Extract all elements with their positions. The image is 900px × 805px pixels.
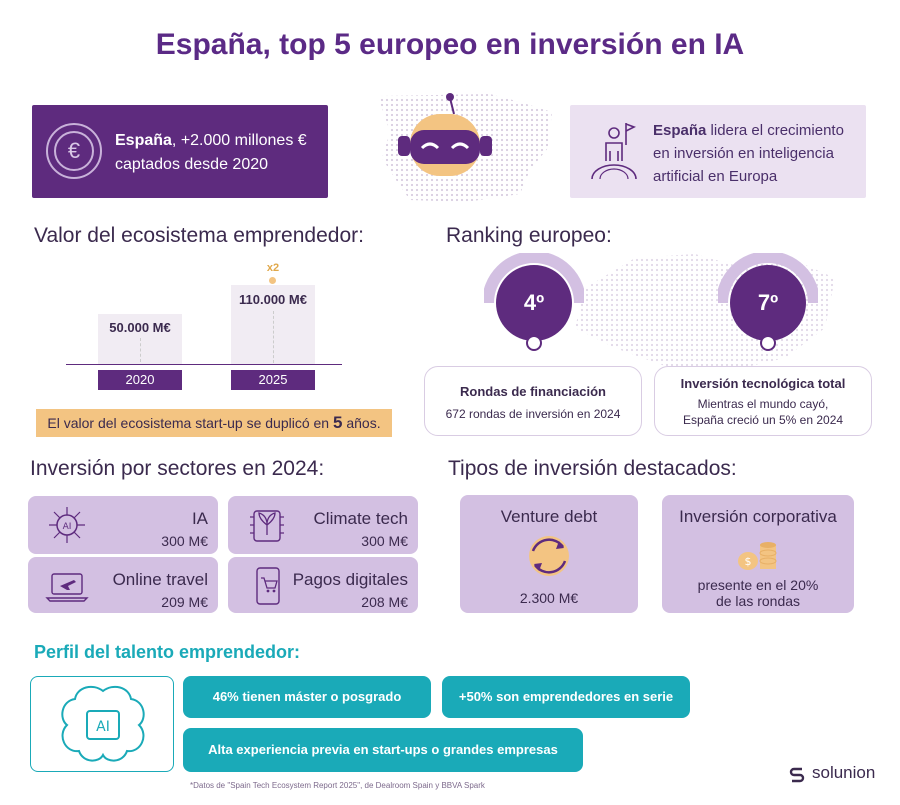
medal-badge-icon xyxy=(526,335,542,351)
investment-types-heading: Tipos de inversión destacados: xyxy=(448,457,737,480)
rank-card-title: Rondas de financiación xyxy=(460,384,606,399)
laptop-plane-icon xyxy=(45,573,89,602)
rank-4-ring xyxy=(484,253,584,304)
intro-leadership-text: España lidera el crecimiento en inversió… xyxy=(653,122,844,185)
rank-card-line: Mientras el mundo cayó, xyxy=(697,397,829,411)
sector-name: Online travel xyxy=(112,570,208,589)
rank-card-tech: Inversión tecnológica total Mientras el … xyxy=(654,366,872,436)
rank-card-line: España creció un 5% en 2024 xyxy=(682,413,844,427)
sector-name: IA xyxy=(191,509,208,528)
ai-chip-icon: AI xyxy=(49,507,85,543)
venture-debt-card: Venture debt 2.300 M€ xyxy=(460,495,638,613)
multiplier-label: x2 xyxy=(266,262,280,274)
sector-card-climate: Climate tech 300 M€ xyxy=(228,496,418,554)
footnote: *Datos de "Spain Tech Ecosystem Report 2… xyxy=(190,781,485,790)
card-title: Inversión corporativa xyxy=(679,507,837,526)
card-line: presente en el 20% xyxy=(697,577,819,593)
bar-2020: 50.000 M€ xyxy=(98,314,182,364)
medal-badge-icon xyxy=(760,335,776,351)
sector-value: 300 M€ xyxy=(161,533,208,549)
year-2025-label: 2025 xyxy=(231,370,315,390)
ecosystem-note: El valor del ecosistema start-up se dupl… xyxy=(36,409,392,437)
bar-2025-value: 110.000 M€ xyxy=(239,292,307,307)
euro-icon: € xyxy=(46,123,102,179)
sector-value: 208 M€ xyxy=(361,594,408,610)
rank-4-medal: 4º xyxy=(496,265,572,341)
page-title: España, top 5 europeo en inversión en IA xyxy=(155,28,745,61)
talent-pill: Alta experiencia previa en start-ups o g… xyxy=(183,728,583,772)
sector-card-travel: Online travel 209 M€ xyxy=(28,557,218,613)
phone-cart-icon xyxy=(256,567,280,605)
intro-leadership-box: España lidera el crecimiento en inversió… xyxy=(570,105,866,198)
solunion-logo-icon xyxy=(789,767,805,783)
brain-label: AI xyxy=(96,719,110,735)
sector-name: Climate tech xyxy=(313,509,408,528)
intro-funding-text: España, +2.000 millones € captados desde… xyxy=(115,132,307,173)
multiplier-dot xyxy=(269,277,276,284)
sector-value: 300 M€ xyxy=(361,533,408,549)
brain-box: AI xyxy=(30,676,174,772)
year-2020-label: 2020 xyxy=(98,370,182,390)
rank-7-medal: 7º xyxy=(730,265,806,341)
svg-text:$: $ xyxy=(745,555,752,568)
leader-flag-icon xyxy=(591,123,637,180)
logo-text: solunion xyxy=(812,763,876,782)
intro-funding-box: € España, +2.000 millones € captados des… xyxy=(32,105,328,198)
rank-card-funding: Rondas de financiación 672 rondas de inv… xyxy=(424,366,642,436)
coins-icon: $ xyxy=(738,542,777,570)
rank-7-ring xyxy=(718,253,818,304)
rank-card-title: Inversión tecnológica total xyxy=(680,376,846,391)
ranking-heading: Ranking europeo: xyxy=(446,224,612,247)
leaf-chip-icon xyxy=(250,510,284,542)
bar-2025: 110.000 M€ xyxy=(231,285,315,364)
sector-card-ia: AI IA 300 M€ xyxy=(28,496,218,554)
sector-name: Pagos digitales xyxy=(292,570,408,589)
card-title: Venture debt xyxy=(500,507,598,526)
sector-card-payments: Pagos digitales 208 M€ xyxy=(228,557,418,613)
rank-card-line: 672 rondas de inversión en 2024 xyxy=(445,407,621,421)
sector-value: 209 M€ xyxy=(161,594,208,610)
bar-2020-value: 50.000 M€ xyxy=(109,320,171,335)
ai-brain-icon: AI xyxy=(61,685,145,762)
ecosystem-heading: Valor del ecosistema emprendedor: xyxy=(34,224,364,247)
corporate-investment-card: Inversión corporativa $ presente en el 2… xyxy=(662,495,854,613)
robot-spain-map-icon xyxy=(378,93,552,202)
card-value: 2.300 M€ xyxy=(519,590,579,606)
talent-pill: +50% son emprendedores en serie xyxy=(442,676,690,718)
card-line: de las rondas xyxy=(715,593,801,609)
recycle-arrows-icon xyxy=(529,536,569,576)
talent-heading: Perfil del talento emprendedor: xyxy=(34,642,301,662)
sectors-heading: Inversión por sectores en 2024: xyxy=(30,457,325,480)
chart-baseline xyxy=(66,364,342,365)
svg-text:AI: AI xyxy=(63,522,72,532)
talent-pill: 46% tienen máster o posgrado xyxy=(183,676,431,718)
